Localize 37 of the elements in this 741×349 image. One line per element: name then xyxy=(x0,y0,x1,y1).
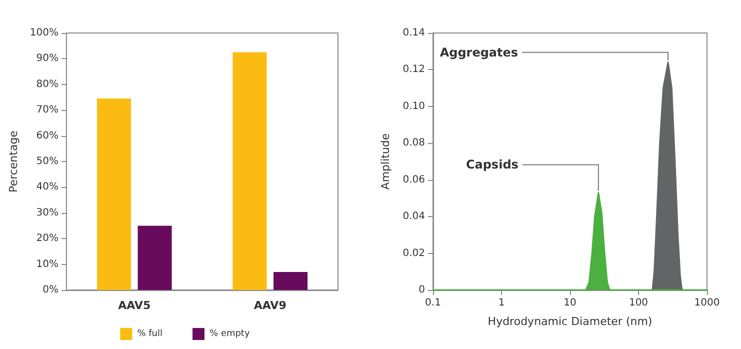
x-tick-label: 100 xyxy=(628,298,648,308)
bar xyxy=(274,272,308,290)
y-tick-label: 0.14 xyxy=(402,28,425,38)
y-tick-label: 0.08 xyxy=(402,138,425,149)
x-tick-label: 10 xyxy=(564,298,576,308)
y-tick-label: 90% xyxy=(36,53,58,64)
bar xyxy=(96,98,131,290)
x-axis-title: Hydrodynamic Diameter (nm) xyxy=(488,315,652,328)
text: Capsids xyxy=(466,158,518,172)
y-tick-label: 0.04 xyxy=(402,211,425,222)
x-tick-label: 0.1 xyxy=(425,298,441,308)
y-tick-label: 50% xyxy=(36,156,58,167)
y-tick-label: 0.12 xyxy=(402,64,425,76)
bar xyxy=(232,52,267,290)
y-tick-label: 70% xyxy=(36,104,58,116)
y-tick-label: 0.10 xyxy=(402,100,425,112)
x-tick-label: 1000 xyxy=(694,298,720,308)
y-axis-title: Amplitude xyxy=(379,133,392,190)
x-tick-label: AAV5 xyxy=(118,299,151,312)
y-tick-label: 100% xyxy=(30,28,58,38)
y-tick-label: 0 xyxy=(418,284,425,296)
y-tick-label: 40% xyxy=(36,182,58,193)
x-tick-label: AAV9 xyxy=(254,299,286,312)
bar xyxy=(138,226,172,290)
y-tick-label: 0.06 xyxy=(402,174,425,186)
x-tick-label: 1 xyxy=(498,298,505,308)
y-tick-label: 60% xyxy=(36,130,58,142)
y-tick-label: 0% xyxy=(42,284,58,296)
legend-label: % empty xyxy=(210,329,250,339)
y-tick-label: 30% xyxy=(36,207,58,218)
text: Aggregates xyxy=(440,45,518,60)
y-tick-label: 20% xyxy=(36,233,58,244)
y-tick-label: 10% xyxy=(36,258,58,270)
y-axis-title: Percentage xyxy=(7,130,20,192)
y-tick-label: 0.02 xyxy=(402,248,425,259)
legend-label: % full xyxy=(137,329,163,339)
y-tick-label: 80% xyxy=(36,78,58,90)
